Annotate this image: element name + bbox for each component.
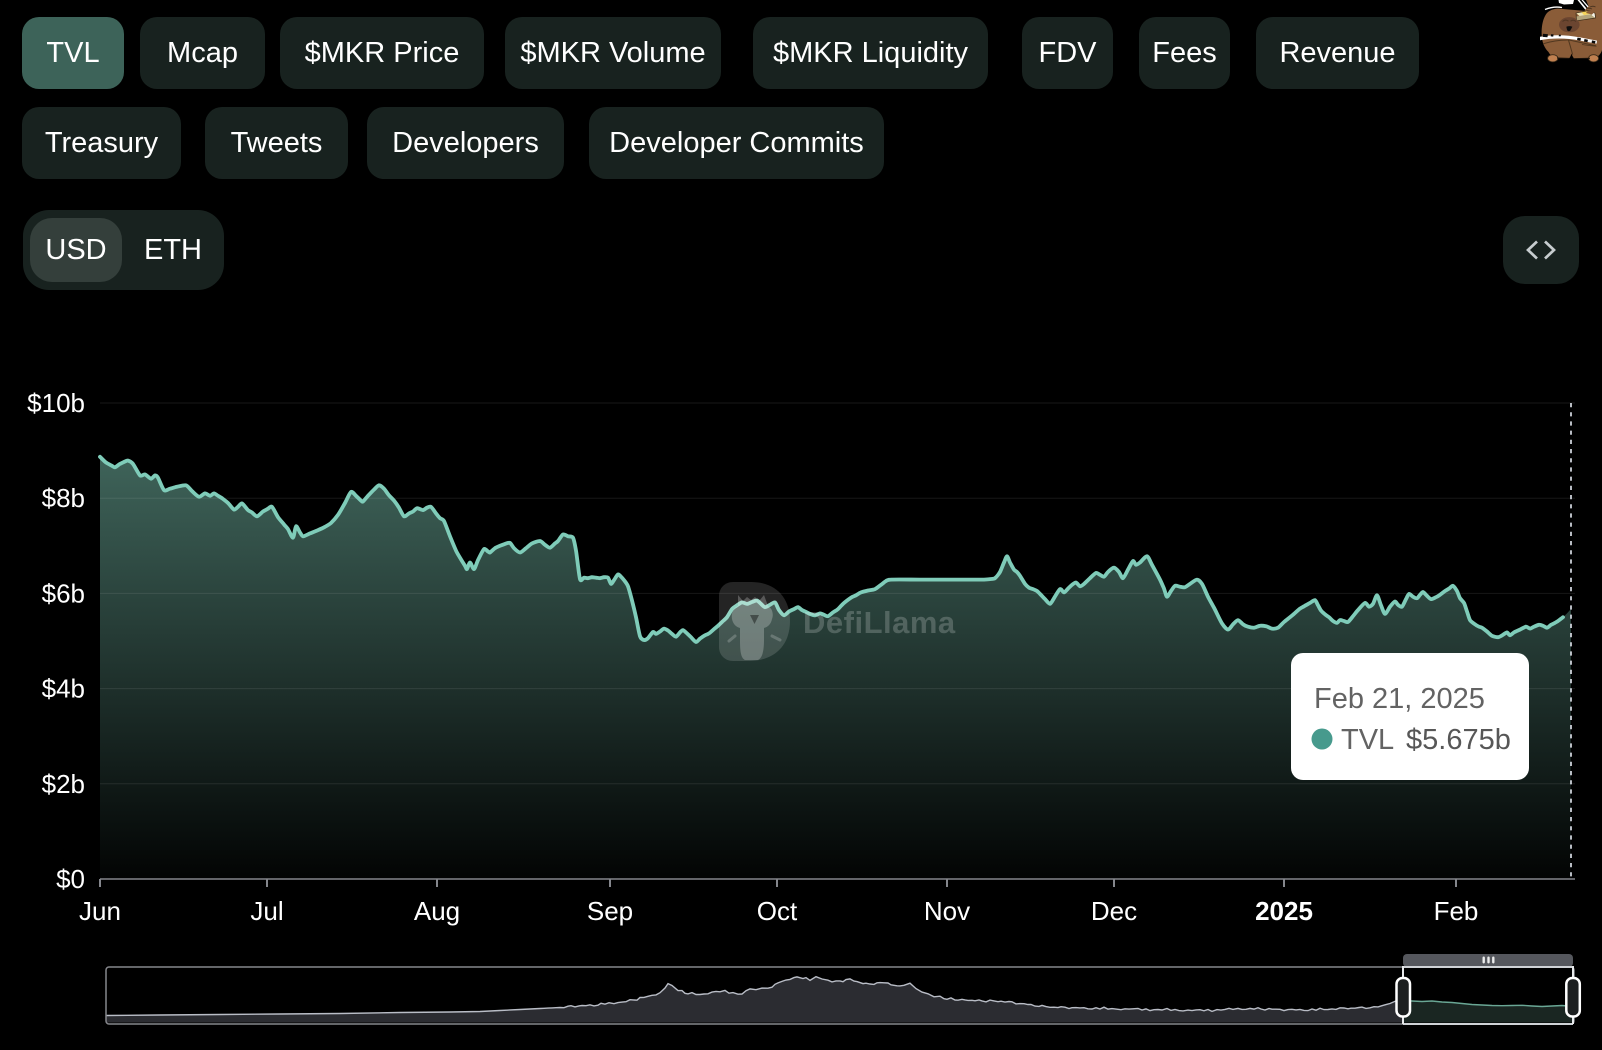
svg-text:Feb 21, 2025: Feb 21, 2025 [1314,683,1485,715]
svg-text:$0: $0 [56,864,85,894]
svg-text:$2b: $2b [42,769,85,799]
svg-text:$5.675b: $5.675b [1406,724,1511,756]
svg-text:Jun: Jun [79,896,121,926]
svg-text:Aug: Aug [414,896,460,926]
svg-text:Dec: Dec [1091,896,1137,926]
svg-text:Jul: Jul [250,896,283,926]
svg-text:$6b: $6b [42,578,85,608]
svg-text:DefiLlama: DefiLlama [803,605,956,640]
svg-text:Nov: Nov [924,896,970,926]
svg-text:Oct: Oct [757,896,798,926]
svg-text:$8b: $8b [42,483,85,513]
svg-text:2025: 2025 [1255,896,1313,926]
svg-text:TVL: TVL [1341,724,1394,756]
svg-text:$4b: $4b [42,674,85,704]
svg-text:Sep: Sep [587,896,633,926]
svg-text:Feb: Feb [1434,896,1479,926]
svg-text:$10b: $10b [27,388,85,418]
